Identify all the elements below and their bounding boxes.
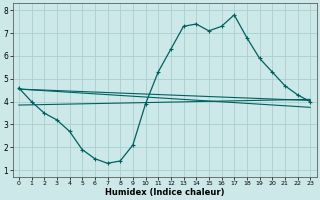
X-axis label: Humidex (Indice chaleur): Humidex (Indice chaleur) [105, 188, 224, 197]
